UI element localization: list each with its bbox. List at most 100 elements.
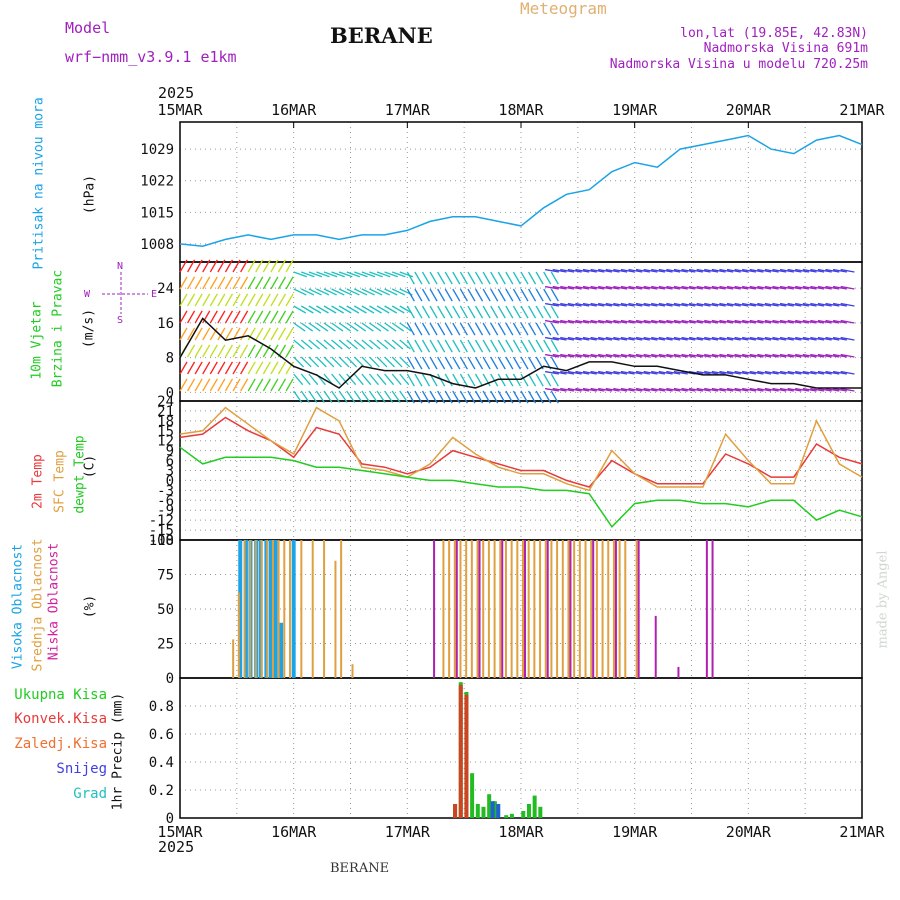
- wind-arrow: [696, 370, 711, 375]
- wind-arrow: [300, 390, 310, 403]
- wind-arrow: [331, 390, 341, 403]
- wind-arrow: [399, 356, 411, 368]
- wind-arrow: [452, 305, 461, 319]
- wind-arrow: [323, 322, 336, 332]
- wind-arrow: [505, 373, 514, 387]
- wind-arrow: [560, 336, 575, 341]
- wind-arrow: [688, 268, 703, 273]
- wind-arrow: [734, 370, 749, 375]
- wind-arrow: [331, 322, 344, 332]
- wind-arrow: [711, 268, 726, 273]
- y-tick-label: -6: [157, 493, 174, 509]
- wind-arrow: [285, 344, 294, 358]
- wind-arrow: [285, 276, 294, 290]
- wind-arrow: [270, 293, 279, 307]
- wind-arrow: [444, 271, 453, 285]
- wind-arrow: [825, 353, 840, 358]
- wind-arrow: [474, 288, 484, 302]
- wind-arrow: [240, 378, 249, 392]
- wind-arrow: [825, 302, 840, 307]
- y-tick-label: 18: [157, 414, 174, 430]
- wind-arrow: [187, 378, 196, 392]
- wind-arrow: [459, 305, 468, 319]
- wind-arrow: [795, 319, 810, 324]
- y-tick-label: 12: [157, 434, 174, 450]
- wind-arrow: [490, 271, 499, 285]
- wind-arrow: [179, 276, 188, 290]
- wind-arrow: [217, 327, 226, 341]
- precip-bar: [470, 773, 475, 818]
- compass-n: N: [117, 261, 124, 272]
- y-tick-label: 100: [149, 533, 174, 549]
- wind-arrow: [734, 336, 749, 341]
- wind-arrow: [528, 373, 537, 387]
- wind-arrow: [414, 288, 423, 302]
- x-tick-label-bottom: 19MAR: [612, 823, 658, 841]
- wind-arrow: [331, 373, 342, 386]
- wind-arrow: [285, 378, 294, 392]
- footer-station: BERANE: [330, 861, 390, 876]
- wind-arrow: [376, 339, 389, 350]
- y-tick-label: 24: [157, 394, 174, 410]
- wind-arrow: [338, 271, 353, 278]
- wind-arrow: [651, 268, 666, 273]
- wind-arrow: [575, 319, 590, 324]
- wind-arrow: [300, 322, 314, 332]
- wind-arrow: [338, 305, 352, 314]
- wind-arrow: [452, 339, 461, 353]
- wind-arrow: [620, 353, 635, 358]
- wind-arrow: [635, 370, 650, 375]
- wind-arrow: [711, 285, 726, 290]
- wind-arrow: [590, 353, 605, 358]
- wind-arrow: [772, 336, 787, 341]
- wind-arrow: [810, 285, 825, 290]
- wind-arrow: [467, 271, 476, 285]
- wind-arrow: [628, 268, 643, 273]
- wind-arrow: [308, 390, 318, 403]
- wind-arrow: [696, 387, 711, 392]
- wind-arrow: [757, 319, 772, 324]
- wind-arrow: [567, 336, 582, 341]
- wind-arrow: [779, 370, 794, 375]
- wind-arrow: [467, 356, 476, 370]
- wind-arrow: [711, 336, 726, 341]
- wind-arrow: [651, 353, 666, 358]
- wind-arrow: [384, 271, 398, 278]
- wind-arrow: [368, 390, 379, 403]
- wind-arrow: [369, 339, 381, 350]
- wind-arrow: [810, 370, 825, 375]
- wind-arrow: [688, 353, 703, 358]
- wind-arrow: [666, 319, 681, 324]
- y-tick-label: 3: [166, 464, 174, 480]
- wind-arrow: [681, 336, 696, 341]
- wind-arrow: [255, 378, 264, 392]
- wind-arrow: [658, 302, 673, 307]
- wind-arrow: [840, 387, 855, 392]
- wind-arrow: [232, 310, 241, 324]
- y-tick-label: 25: [157, 637, 174, 653]
- y-tick-label: 0: [166, 473, 174, 489]
- wind-arrow: [575, 285, 590, 290]
- wind-arrow: [560, 387, 575, 392]
- wind-arrow: [598, 268, 613, 273]
- wind-arrow: [567, 268, 582, 273]
- wind-arrow: [544, 370, 560, 375]
- wind-arrow: [338, 390, 348, 403]
- wind-arrow: [376, 356, 388, 368]
- wind-arrow: [779, 268, 794, 273]
- wind-arrow: [437, 271, 446, 285]
- wind-arrow: [293, 271, 308, 278]
- wind-arrow: [308, 373, 319, 386]
- wind-arrow: [323, 288, 337, 296]
- wind-arrow: [550, 339, 559, 353]
- wind-arrow: [270, 276, 279, 290]
- wind-arrow: [726, 302, 741, 307]
- wind-arrow: [277, 378, 287, 392]
- wind-arrow: [202, 293, 211, 307]
- wind-arrow: [635, 353, 650, 358]
- wind-arrow: [353, 322, 367, 332]
- wind-arrow: [414, 373, 423, 387]
- wind-arrow: [795, 370, 810, 375]
- wind-arrow: [520, 339, 529, 353]
- wind-arrow: [354, 271, 368, 278]
